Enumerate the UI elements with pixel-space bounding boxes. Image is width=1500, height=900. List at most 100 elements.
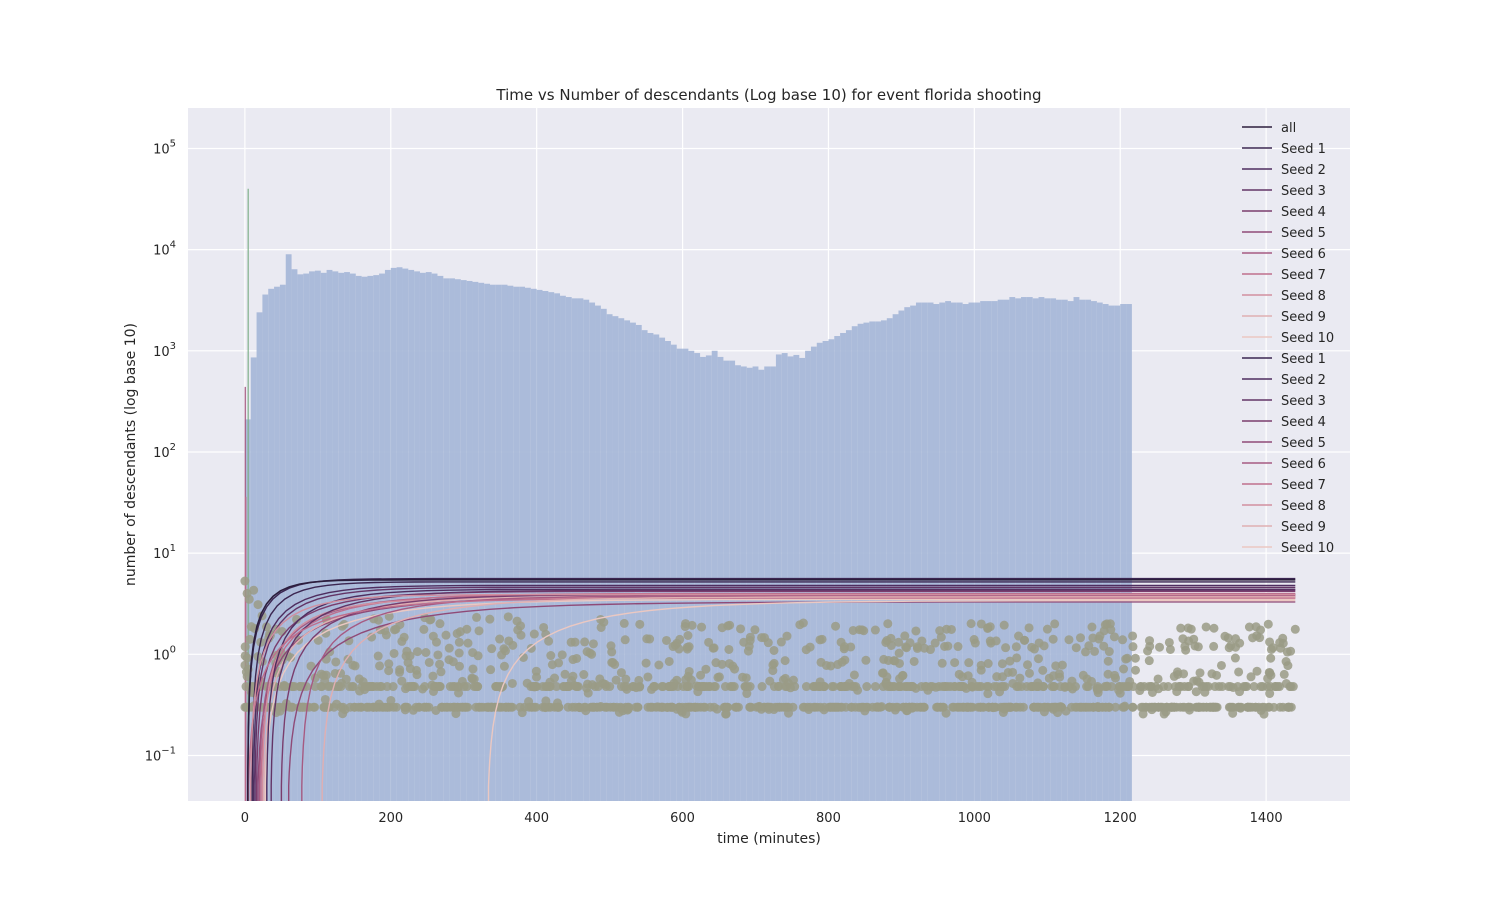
scatter-point xyxy=(717,623,727,633)
histogram-bar xyxy=(880,320,887,801)
histogram-bar xyxy=(466,280,473,801)
scatter-point xyxy=(395,667,405,677)
scatter-point xyxy=(373,651,383,661)
scatter-point xyxy=(683,630,693,640)
scatter-point xyxy=(495,634,505,644)
scatter-point xyxy=(1144,656,1154,666)
scatter-point xyxy=(1033,678,1043,688)
scatter-point xyxy=(485,614,495,624)
legend-label: Seed 1 xyxy=(1281,142,1326,157)
scatter-point xyxy=(1067,676,1077,686)
scatter-point xyxy=(1128,631,1138,641)
scatter-point xyxy=(886,640,896,650)
scatter-point xyxy=(757,682,767,692)
scatter-point xyxy=(750,625,760,635)
scatter-point xyxy=(551,682,561,692)
scatter-point xyxy=(1103,656,1113,666)
scatter-point xyxy=(911,683,921,693)
scatter-point xyxy=(870,682,880,692)
scatter-point xyxy=(776,637,786,647)
histogram-bar xyxy=(735,365,741,801)
histogram-bar xyxy=(507,285,514,801)
scatter-point xyxy=(997,659,1007,669)
histogram-bar xyxy=(711,350,718,801)
scatter-point xyxy=(681,619,691,629)
scatter-point xyxy=(1230,653,1240,663)
seed-line xyxy=(270,589,1296,801)
scatter-point xyxy=(367,632,377,642)
legend-label: Seed 4 xyxy=(1281,205,1326,220)
scatter-point xyxy=(1155,642,1165,652)
y-tick-label: 102 xyxy=(153,442,176,461)
histogram-bar xyxy=(641,330,648,801)
scatter-point xyxy=(1068,684,1078,694)
histogram-bar xyxy=(840,332,846,801)
scatter-point xyxy=(384,666,394,676)
scatter-point xyxy=(332,699,342,709)
scatter-point xyxy=(1236,703,1246,713)
scatter-point xyxy=(412,647,422,657)
scatter-point xyxy=(682,682,692,692)
scatter-point xyxy=(382,682,392,692)
scatter-point xyxy=(526,643,536,653)
scatter-point xyxy=(668,642,678,652)
scatter-point xyxy=(1153,674,1163,684)
scatter-point xyxy=(1251,622,1261,632)
scatter-point xyxy=(712,704,722,714)
scatter-point xyxy=(815,677,825,687)
histogram-bar xyxy=(548,292,555,801)
scatter-point xyxy=(643,702,653,712)
scatter-point xyxy=(1214,682,1224,692)
histogram-bar xyxy=(647,332,654,801)
scatter-point xyxy=(840,642,850,652)
scatter-point xyxy=(596,701,606,711)
histogram-bar xyxy=(665,340,671,801)
scatter-point xyxy=(1258,682,1268,692)
scatter-point xyxy=(1050,619,1060,629)
scatter-point xyxy=(1121,654,1131,664)
scatter-point xyxy=(400,705,410,715)
scatter-point xyxy=(507,678,517,688)
scatter-point xyxy=(938,682,948,692)
scatter-point xyxy=(890,656,900,666)
scatter-point xyxy=(1164,637,1174,647)
scatter-point xyxy=(1248,633,1258,643)
scatter-point xyxy=(898,671,908,681)
histogram-bar xyxy=(1056,299,1062,801)
scatter-point xyxy=(435,619,445,629)
scatter-point xyxy=(1265,689,1275,699)
histogram-bar xyxy=(525,287,531,801)
legend-label: Seed 6 xyxy=(1281,457,1326,472)
scatter-point xyxy=(1252,666,1262,676)
scatter-point xyxy=(618,706,628,716)
scatter-point xyxy=(1209,641,1219,651)
histogram-bar xyxy=(478,282,485,801)
scatter-point xyxy=(541,696,551,706)
scatter-point xyxy=(295,682,305,692)
scatter-point xyxy=(1083,702,1093,712)
histogram-bar xyxy=(676,348,683,801)
histogram-bar xyxy=(332,271,339,801)
histogram-bar xyxy=(589,302,596,801)
histogram-bar xyxy=(1096,302,1103,801)
histogram-bar xyxy=(1073,297,1080,801)
scatter-point xyxy=(705,682,715,692)
histogram-bar xyxy=(775,354,782,801)
scatter-point xyxy=(337,678,347,688)
scatter-point xyxy=(452,629,462,639)
scatter-point xyxy=(1125,676,1135,686)
scatter-point xyxy=(1064,635,1074,645)
histogram-bar xyxy=(513,286,520,801)
scatter-point xyxy=(1200,687,1210,697)
histogram-bar xyxy=(408,269,415,802)
histogram-bar xyxy=(530,288,537,802)
scatter-point xyxy=(524,697,534,707)
histogram-bar xyxy=(653,334,660,801)
scatter-point xyxy=(669,678,679,688)
scatter-point xyxy=(1095,631,1105,641)
legend-label: Seed 2 xyxy=(1281,373,1326,388)
scatter-point xyxy=(1057,660,1067,670)
scatter-point xyxy=(1264,667,1274,677)
histogram-bar xyxy=(262,294,269,801)
scatter-point xyxy=(877,702,887,712)
